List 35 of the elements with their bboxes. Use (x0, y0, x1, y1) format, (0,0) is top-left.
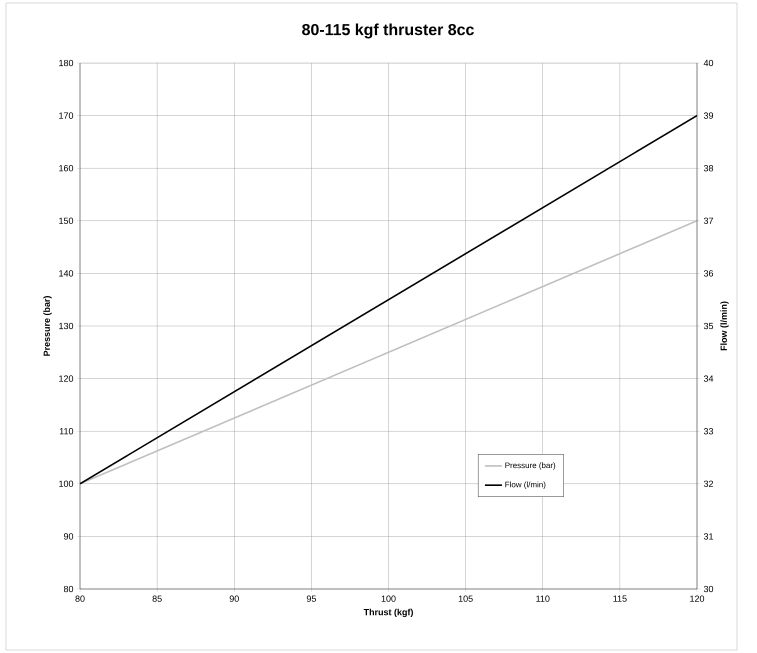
y-tick-label: 100 (59, 480, 74, 487)
y2-tick-label: 35 (704, 322, 714, 330)
y-tick-label: 120 (59, 375, 74, 382)
x-tick-label: 105 (458, 596, 473, 602)
y-tick-label: 130 (59, 322, 74, 330)
y2-tick-label: 38 (704, 165, 714, 172)
x-axis-title: Thrust (kgf) (364, 608, 413, 618)
y-tick-label: 90 (64, 533, 74, 540)
x-tick-label: 120 (690, 596, 704, 602)
x-tick-label: 100 (382, 596, 396, 602)
x-tick-label: 115 (613, 596, 627, 602)
y-tick-label: 180 (59, 60, 74, 66)
chart-title: 80-115 kgf thruster 8cc (302, 24, 474, 38)
y-tick-label: 160 (59, 165, 74, 172)
y2-tick-label: 36 (704, 270, 714, 277)
y-tick-label: 140 (59, 270, 74, 277)
x-tick-label: 90 (230, 596, 239, 602)
y-axis-title: Pressure (bar) (43, 296, 52, 356)
y2-tick-label: 32 (704, 480, 714, 487)
y2-tick-label: 40 (704, 60, 714, 66)
x-tick-label: 80 (75, 596, 85, 602)
y-tick-label: 80 (64, 586, 74, 592)
y2-tick-label: 37 (704, 218, 714, 224)
y-tick-label: 170 (59, 112, 74, 119)
x-tick-label: 110 (536, 596, 550, 602)
x-tick-label: 85 (152, 596, 162, 602)
y2-axis-title: Flow (l/min) (720, 302, 729, 350)
y2-tick-label: 31 (704, 533, 714, 540)
y-tick-label: 150 (59, 218, 74, 224)
y-tick-label: 110 (60, 428, 74, 434)
y2-tick-label: 39 (704, 112, 714, 119)
x-tick-label: 95 (306, 596, 316, 602)
y2-tick-label: 33 (704, 428, 714, 434)
y2-tick-label: 34 (704, 375, 714, 382)
y2-tick-label: 30 (704, 586, 714, 592)
